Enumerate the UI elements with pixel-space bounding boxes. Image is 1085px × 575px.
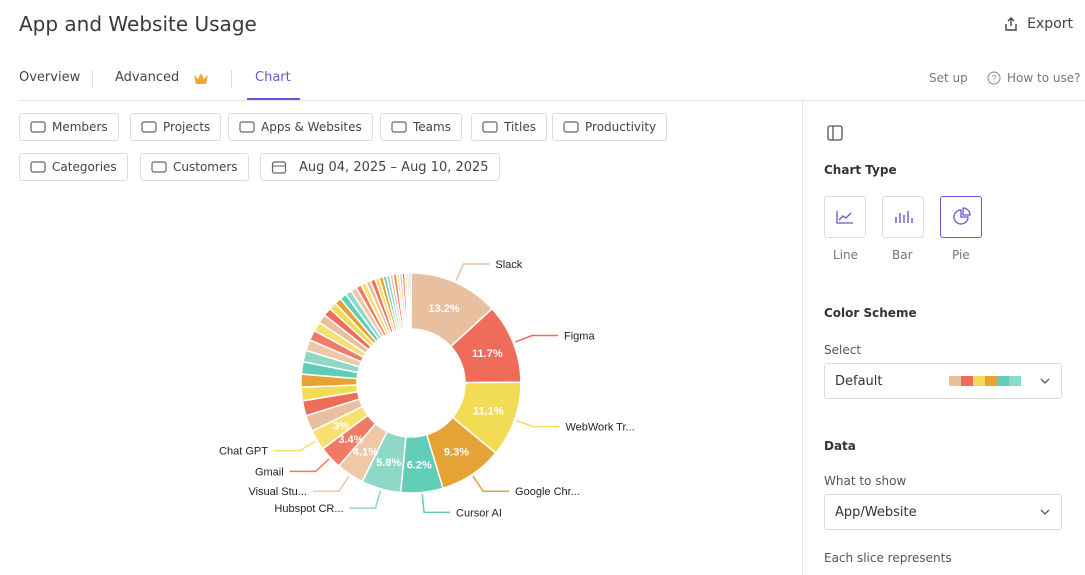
help-link[interactable]: How to use? — [1007, 71, 1081, 85]
help-icon: ? — [987, 71, 1001, 85]
filter-label: Customers — [173, 160, 238, 174]
chart-type-line[interactable] — [824, 196, 866, 238]
slice-value-label: 6.2% — [407, 460, 432, 472]
crown-icon — [194, 73, 208, 84]
svg-text:?: ? — [991, 74, 996, 84]
leader-line — [349, 490, 382, 509]
what-to-show-select[interactable]: App/Website — [824, 494, 1062, 530]
leader-line — [421, 494, 451, 514]
leader-line — [312, 475, 350, 492]
heading: Color Scheme — [824, 306, 917, 320]
slice-category-label: WebWork Tr... — [565, 422, 634, 434]
slice-category-label: Figma — [564, 331, 595, 343]
export-label: Export — [1027, 16, 1073, 32]
filter-chip[interactable]: Titles — [471, 113, 547, 141]
filter-chip[interactable]: Customers — [140, 153, 249, 181]
slice-category-label: Slack — [495, 259, 522, 271]
slice-value-label: 9.3% — [444, 446, 469, 458]
leader-line — [289, 458, 330, 473]
filter-chip[interactable]: Teams — [380, 113, 462, 141]
chart: 13.2% Slack 11.7% Figma 11.1% WebWork Tr... 9.… — [219, 259, 635, 519]
chart-type-label: Bar — [892, 248, 913, 262]
filter-label: Categories — [52, 160, 117, 174]
leader-line — [472, 475, 510, 492]
slice-value-label: 5.8% — [376, 457, 401, 469]
export-button[interactable]: Export — [1003, 16, 1073, 32]
date-range[interactable]: Aug 04, 2025 – Aug 10, 2025 — [260, 153, 500, 181]
select-value: Default — [835, 373, 883, 389]
divider — [19, 100, 1085, 101]
filter-label: Projects — [163, 120, 211, 134]
filter-chip[interactable]: Categories — [19, 153, 128, 181]
filter-chip[interactable]: Projects — [130, 113, 222, 141]
palette-color — [949, 376, 961, 386]
side-panel: Chart Type Line Bar Pie Color Scheme Sel… — [802, 100, 1085, 575]
slice-category-label: Gmail — [255, 466, 284, 478]
slice-value-label: 11.1% — [473, 406, 504, 418]
filter-label: Titles — [504, 120, 536, 134]
leader-line — [455, 263, 490, 281]
slice-category-label: Visual Stu... — [248, 486, 307, 498]
slice-value-label: 4.1% — [353, 446, 378, 458]
filter-label: Apps & Websites — [261, 120, 362, 134]
filter-label: Members — [52, 120, 108, 134]
swatch — [949, 376, 1051, 386]
tab[interactable]: Overview — [19, 70, 81, 85]
label: What to show — [824, 474, 907, 488]
slice-value-label: 11.7% — [472, 348, 503, 360]
leader-line — [273, 440, 316, 452]
select-value: App/Website — [835, 504, 917, 520]
palette-color — [973, 376, 985, 386]
filter-chip[interactable]: Productivity — [552, 113, 668, 141]
setup-link[interactable]: Set up — [929, 71, 968, 85]
slice-category-label: Google Chr... — [515, 486, 580, 498]
slice — [408, 272, 412, 330]
tab[interactable]: Advanced — [115, 70, 180, 85]
palette-preview — [949, 376, 1021, 386]
filter-chip[interactable]: Apps & Websites — [228, 113, 373, 141]
leader-line — [514, 334, 559, 343]
slice-value-label: 3% — [333, 421, 349, 433]
chart-type-bar[interactable] — [882, 196, 924, 238]
color-scheme-select[interactable]: Default — [824, 363, 1062, 399]
heading: Data — [824, 439, 856, 453]
export-icon — [1005, 17, 1017, 31]
slice-category-label: Hubspot CR... — [274, 503, 343, 515]
palette-color — [985, 376, 997, 386]
filter-chip[interactable]: Members — [19, 113, 119, 141]
page-title: App and Website Usage — [19, 12, 257, 36]
chart-type-pie[interactable] — [940, 196, 982, 238]
slice-value-label: 3.4% — [338, 434, 363, 446]
separator — [92, 70, 93, 88]
label: Select — [824, 343, 862, 357]
filter-label: Productivity — [585, 120, 657, 134]
tab-underline — [247, 98, 300, 100]
panel-toggle[interactable] — [827, 125, 843, 141]
palette-color — [961, 376, 973, 386]
label: Each slice represents — [824, 551, 952, 565]
chart-type-label: Line — [833, 248, 859, 262]
leader-line — [516, 419, 560, 428]
slice-value-label: 13.2% — [428, 303, 459, 315]
date-range-label: Aug 04, 2025 – Aug 10, 2025 — [299, 159, 489, 175]
palette-color — [997, 376, 1009, 386]
chart-type-label: Pie — [952, 248, 970, 262]
heading: Chart Type — [824, 163, 897, 177]
slice-category-label: Chat GPT — [219, 446, 268, 458]
filter-label: Teams — [413, 120, 451, 134]
slice-category-label: Cursor AI — [456, 507, 502, 519]
palette-color — [1009, 376, 1021, 386]
tab[interactable]: Chart — [255, 70, 291, 85]
separator — [231, 70, 232, 88]
